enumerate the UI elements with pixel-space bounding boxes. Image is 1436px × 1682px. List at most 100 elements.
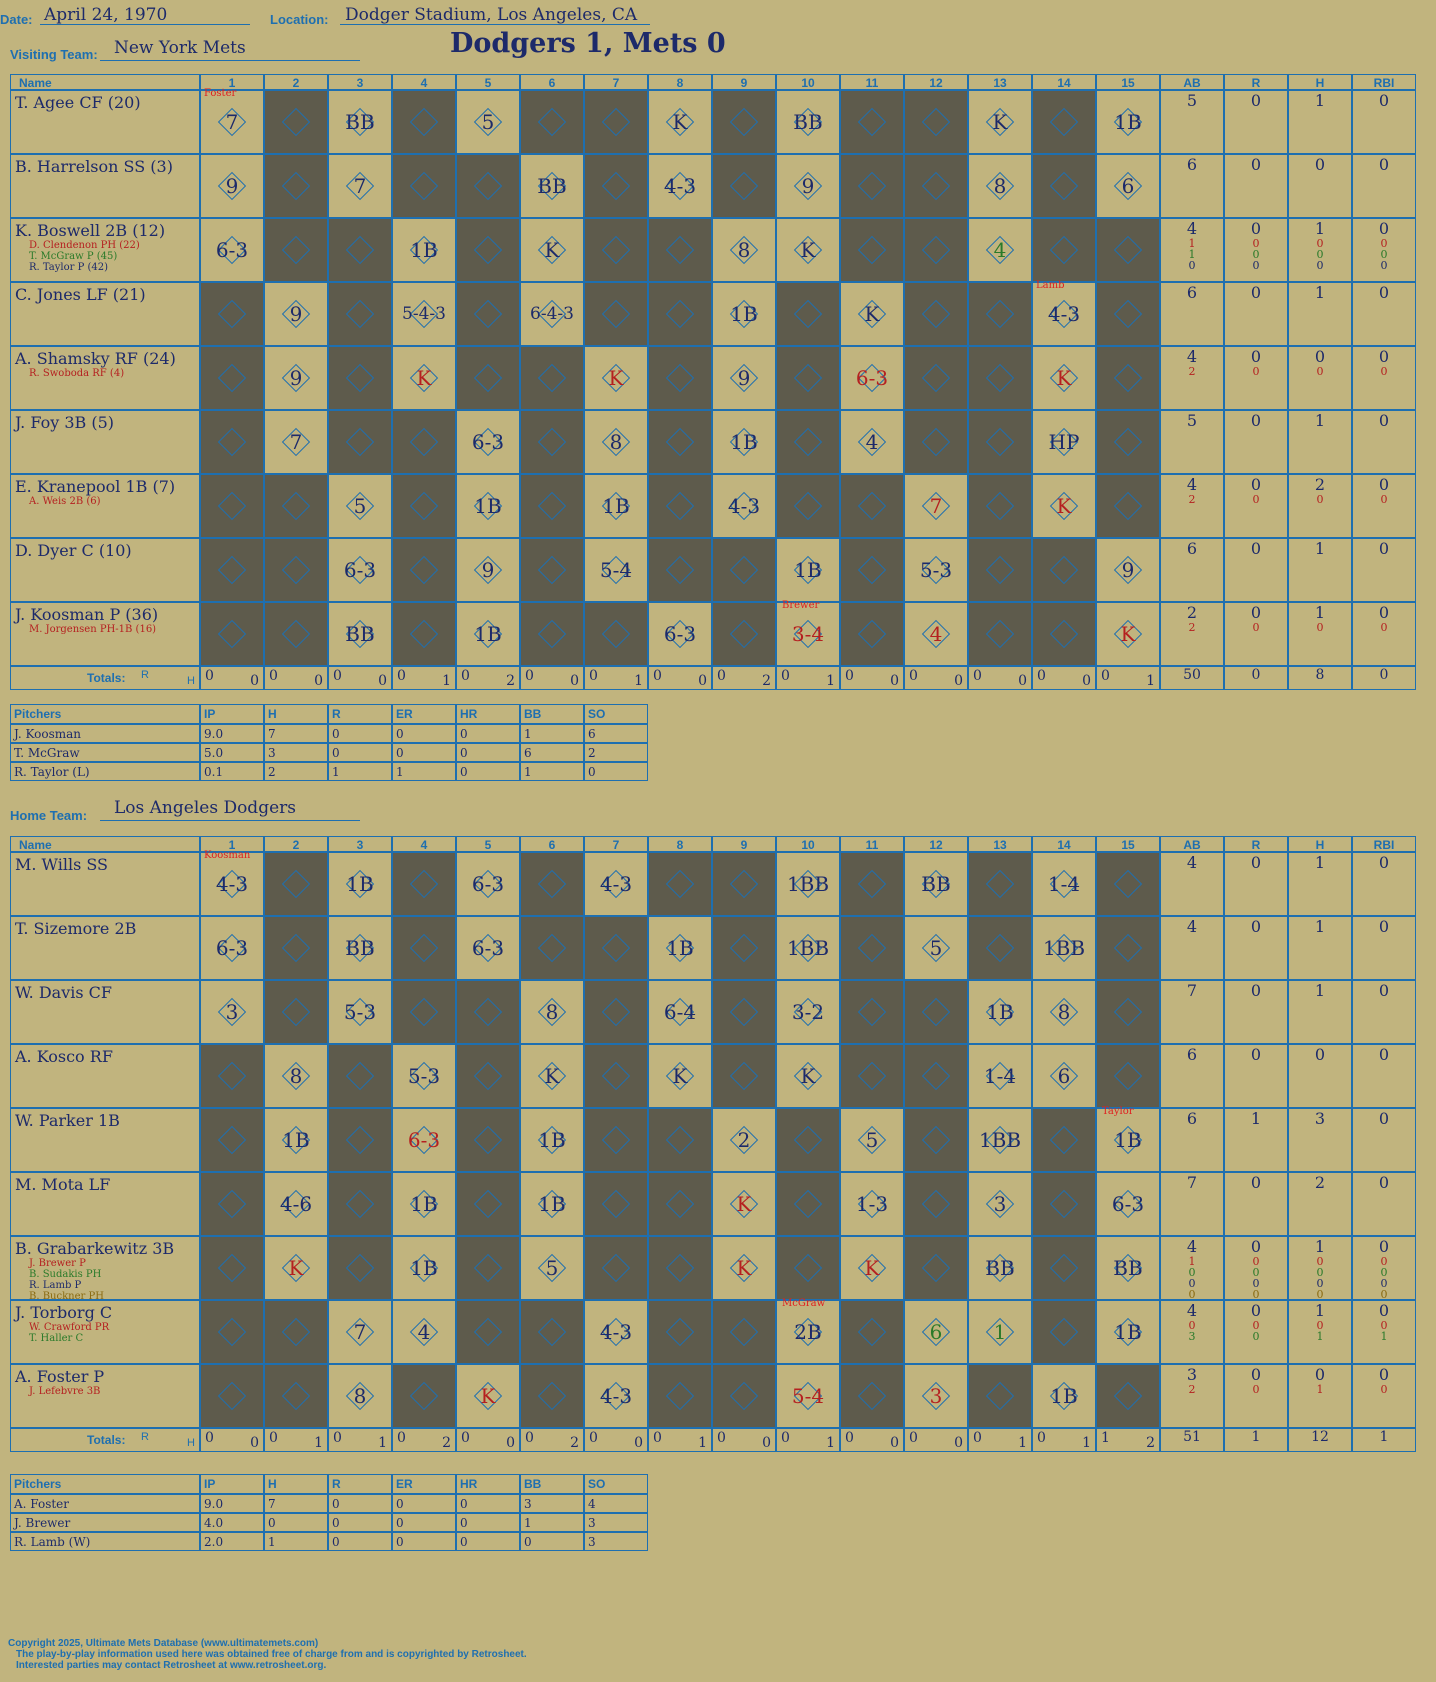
play-result: 8 [545,1000,559,1024]
totals-h-label: H [187,675,195,687]
batter-name-cell: J. Torborg C W. Crawford PR T. Haller C [10,1300,200,1364]
base-diamond [601,997,631,1027]
at-bat-cell [264,852,328,916]
base-diamond [473,299,503,329]
at-bat-cell [520,410,584,474]
base-diamond [217,1317,247,1347]
stat-value: 0 [1252,1383,1260,1396]
base-diamond [537,933,567,963]
batter-name: B. Harrelson SS (3) [15,157,173,176]
stat-value: 2 [1188,621,1196,634]
play-result: 4 [417,1320,431,1344]
stat-total-cell: 0 [1352,666,1416,690]
at-bat-cell [648,1364,712,1428]
totals-label-cell: Totals: R H [10,666,200,690]
at-bat-cell: 9 [1096,538,1160,602]
at-bat-cell [456,1044,520,1108]
inning-hits: 0 [250,673,259,689]
base-diamond [857,933,887,963]
at-bat-cell: 4-3 [648,154,712,218]
play-result: 7 [929,494,943,518]
stat-value: 1 [1314,853,1326,872]
stat-value: 0 [1188,1288,1196,1301]
play-result: 8 [353,1384,367,1408]
inning-hits: 0 [634,1435,643,1451]
at-bat-cell [456,1300,520,1364]
stat-value: 0 [1380,493,1388,506]
inning-runs: 0 [589,1430,598,1446]
base-diamond [1113,997,1143,1027]
at-bat-cell [648,474,712,538]
at-bat-cell: 4 [904,602,968,666]
play-result: 5-3 [343,1000,377,1024]
batter-name-cell: M. Wills SS [10,852,200,916]
inning-hits: 2 [1146,1435,1155,1451]
play-result: 2B [794,1320,822,1344]
at-bat-cell [200,538,264,602]
at-bat-cell: 5 [456,90,520,154]
base-diamond [217,1061,247,1091]
play-result: 6-3 [215,238,249,262]
at-bat-cell: 1 [968,1300,1032,1364]
base-diamond [729,997,759,1027]
base-diamond [1049,1189,1079,1219]
play-result: 7 [353,1320,367,1344]
at-bat-cell [840,538,904,602]
base-diamond [729,933,759,963]
inning-hits: 1 [698,1435,707,1451]
at-bat-cell: 1B [520,1172,584,1236]
at-bat-cell [392,474,456,538]
at-bat-cell [648,538,712,602]
at-bat-cell [328,1108,392,1172]
inning-header: 5 [456,836,520,852]
at-bat-cell [840,154,904,218]
play-result: 1 [993,1320,1007,1344]
play-result: 9 [737,366,751,390]
at-bat-cell [1032,1300,1096,1364]
pitcher-note: McGraw [782,1298,826,1309]
inning-hits: 0 [506,1435,515,1451]
play-result: K [992,110,1008,134]
totals-label: Totals: [87,1433,126,1447]
pitcher-stat: 2 [584,743,648,762]
base-diamond [985,1381,1015,1411]
pitcher-stat: 0 [456,1532,520,1551]
pitcher-stat: 0 [392,743,456,762]
at-bat-cell: 1B [392,1172,456,1236]
stat-value: 0 [1250,1301,1262,1320]
batter-name: E. Kranepool 1B (7) [15,477,176,496]
at-bat-cell: BB [776,90,840,154]
at-bat-cell [1096,218,1160,282]
at-bat-cell [456,1236,520,1300]
at-bat-cell [1096,474,1160,538]
at-bat-cell: 5 [520,1236,584,1300]
base-diamond [857,555,887,585]
stat-value: 0 [1188,1266,1196,1279]
inning-header: 2 [264,836,328,852]
inning-header: 10 [776,74,840,90]
stat-value: 2 [1188,493,1196,506]
stat-value: 0 [1188,1319,1196,1332]
pitcher-stat: 0 [328,743,392,762]
pitcher-stat: 0 [456,743,520,762]
stat-value: 0 [1378,917,1390,936]
base-diamond [473,997,503,1027]
base-diamond [281,1381,311,1411]
batter-name-cell: A. Kosco RF [10,1044,200,1108]
at-bat-cell: 5 [328,474,392,538]
inning-runs: 0 [1037,668,1046,684]
base-diamond [857,171,887,201]
at-bat-cell [712,980,776,1044]
batter-name-cell: W. Davis CF [10,980,200,1044]
base-diamond [665,1125,695,1155]
pitchers-header-cell: R [328,1474,392,1494]
play-result: 1BB [1042,936,1086,960]
at-bat-cell: 3-2 [776,980,840,1044]
base-diamond [601,1061,631,1091]
play-result: 3 [929,1384,943,1408]
stat-value: 6 [1186,283,1198,302]
